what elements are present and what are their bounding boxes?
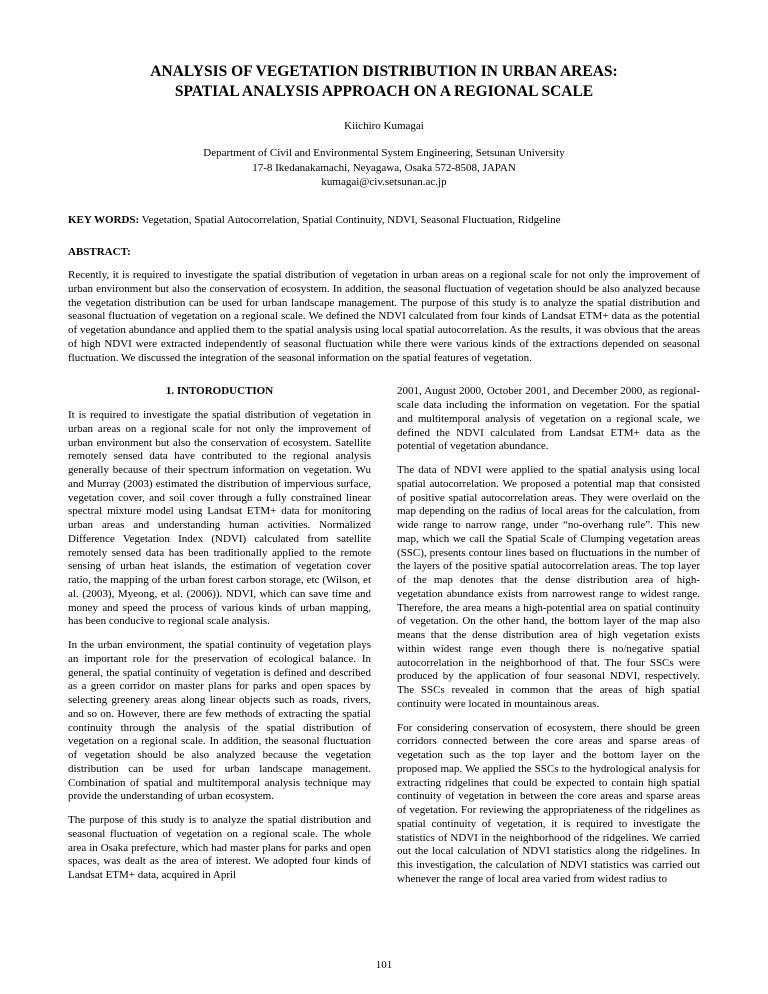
keywords-text: Vegetation, Spatial Autocorrelation, Spa… [139, 214, 560, 226]
title-line-1: ANALYSIS OF VEGETATION DISTRIBUTION IN U… [150, 63, 617, 80]
body-paragraph: The data of NDVI were applied to the spa… [397, 464, 700, 712]
body-paragraph: The purpose of this study is to analyze … [68, 814, 371, 883]
author-name: Kiichiro Kumagai [68, 120, 700, 133]
affiliation-line-2: 17-8 Ikedanakamachi, Neyagawa, Osaka 572… [252, 162, 516, 174]
body-paragraph: It is required to investigate the spatia… [68, 409, 371, 629]
body-columns: 1. INTORODUCTION It is required to inves… [68, 385, 700, 894]
section-1-heading: 1. INTORODUCTION [68, 385, 371, 399]
keywords-label: KEY WORDS: [68, 214, 139, 226]
abstract-text: Recently, it is required to investigate … [68, 269, 700, 365]
title-line-2: SPATIAL ANALYSIS APPROACH ON A REGIONAL … [175, 83, 593, 100]
body-paragraph: In the urban environment, the spatial co… [68, 639, 371, 804]
abstract-label: ABSTRACT: [68, 246, 700, 259]
affiliation-block: Department of Civil and Environmental Sy… [68, 146, 700, 191]
affiliation-email: kumagai@civ.setsunan.ac.jp [321, 176, 446, 188]
page-number: 101 [0, 959, 768, 972]
keywords-row: KEY WORDS: Vegetation, Spatial Autocorre… [68, 214, 700, 227]
paper-title: ANALYSIS OF VEGETATION DISTRIBUTION IN U… [68, 62, 700, 102]
body-paragraph: For considering conservation of ecosyste… [397, 722, 700, 887]
body-paragraph: 2001, August 2000, October 2001, and Dec… [397, 385, 700, 454]
affiliation-line-1: Department of Civil and Environmental Sy… [203, 147, 564, 159]
